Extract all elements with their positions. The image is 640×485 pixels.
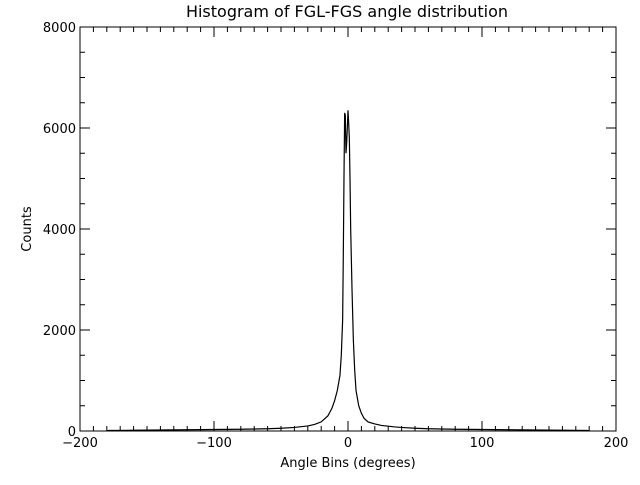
chart-title: Histogram of FGL-FGS angle distribution bbox=[186, 2, 508, 21]
y-tick-label: 8000 bbox=[43, 21, 76, 36]
axis-ticks bbox=[79, 26, 617, 432]
x-tick-label: −100 bbox=[196, 436, 232, 451]
y-tick-label: 4000 bbox=[43, 223, 76, 238]
x-tick-label: −200 bbox=[62, 436, 98, 451]
x-tick-label: 0 bbox=[344, 436, 352, 451]
y-tick-label: 2000 bbox=[43, 324, 76, 339]
series-line bbox=[106, 110, 590, 432]
x-axis-label: Angle Bins (degrees) bbox=[280, 456, 415, 471]
x-tick-label: 200 bbox=[604, 436, 629, 451]
x-tick-label: 100 bbox=[470, 436, 495, 451]
y-axis-label: Counts bbox=[20, 206, 35, 252]
y-tick-label: 6000 bbox=[43, 122, 76, 137]
y-tick-label: 0 bbox=[68, 425, 76, 440]
plot-frame bbox=[79, 26, 617, 432]
